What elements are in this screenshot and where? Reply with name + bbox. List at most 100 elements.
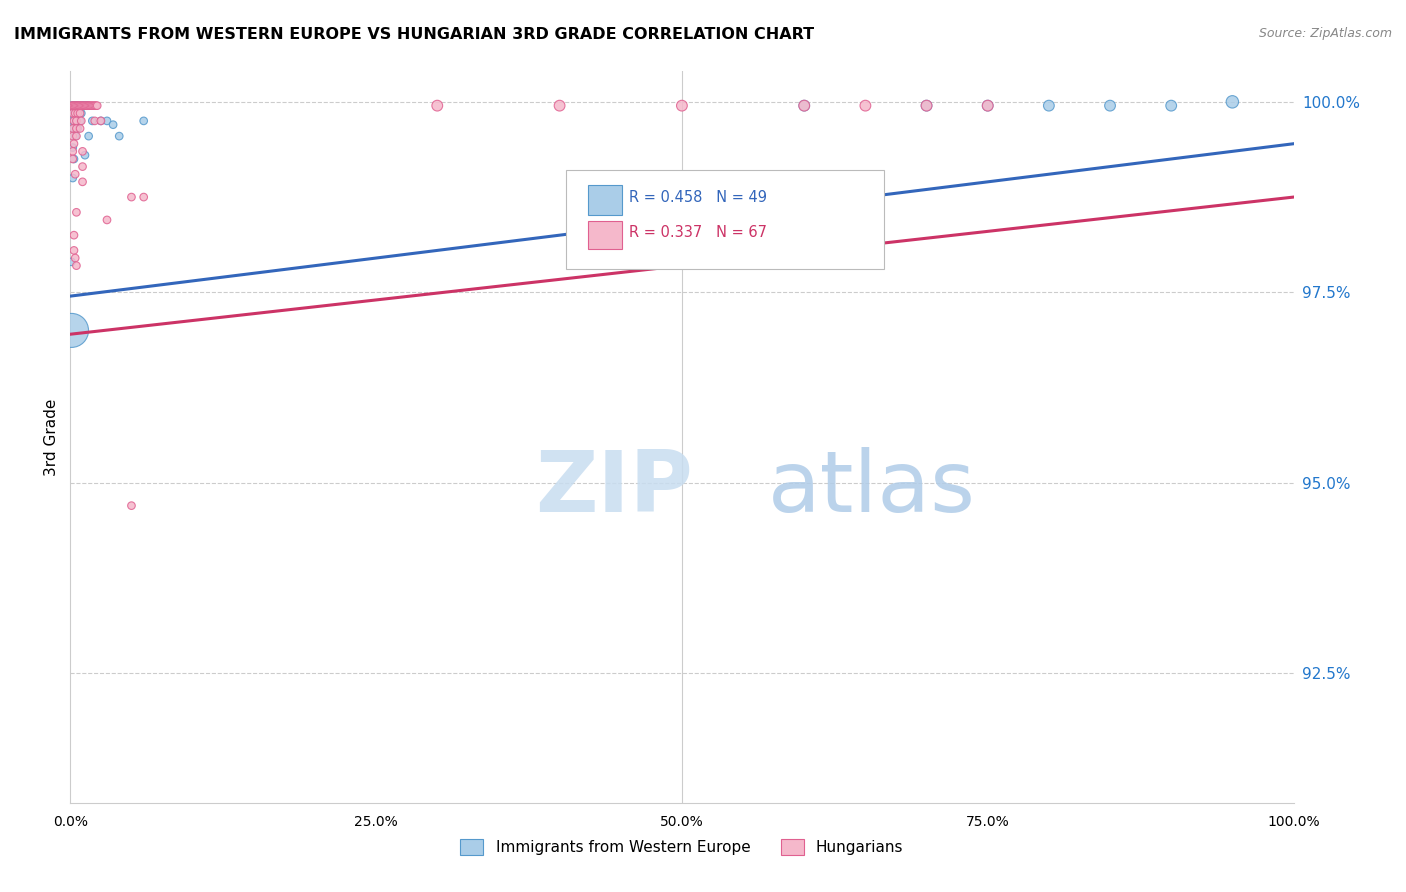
Text: R = 0.458   N = 49: R = 0.458 N = 49 [630, 190, 768, 205]
Point [73, 148, 96, 162]
Point [72, 98, 94, 112]
Point [79, 98, 101, 112]
Point [72, 98, 94, 112]
Point [1160, 98, 1182, 112]
Point [83, 98, 105, 112]
Point [63, 114, 86, 128]
Text: R = 0.337   N = 67: R = 0.337 N = 67 [630, 225, 768, 240]
Point [62, 121, 84, 136]
Point [73, 98, 96, 112]
Point [69, 98, 91, 112]
Point [80, 98, 103, 112]
Point [62, 140, 84, 154]
Point [66, 98, 89, 112]
Point [70, 114, 93, 128]
Point [63, 106, 86, 120]
Point [65, 114, 87, 128]
Point [63, 152, 86, 166]
Point [855, 98, 877, 112]
Point [63, 251, 86, 265]
Point [72, 160, 94, 174]
Point [75, 98, 97, 112]
Point [86, 98, 108, 112]
Point [63, 167, 86, 181]
Point [76, 98, 98, 112]
Point [976, 98, 998, 112]
Point [75, 98, 97, 112]
Point [67, 106, 90, 120]
Point [62, 98, 84, 112]
Point [121, 499, 143, 513]
Point [915, 98, 938, 112]
Point [66, 106, 89, 120]
Point [73, 98, 96, 112]
Point [63, 98, 86, 112]
Point [915, 98, 938, 112]
Text: atlas: atlas [768, 447, 976, 530]
Point [66, 98, 89, 112]
Point [84, 98, 107, 112]
Point [69, 106, 91, 120]
Point [62, 106, 84, 120]
Point [60, 255, 83, 269]
Point [63, 98, 86, 112]
Point [976, 98, 998, 112]
Point [793, 98, 815, 112]
Y-axis label: 3rd Grade: 3rd Grade [44, 399, 59, 475]
Text: Source: ZipAtlas.com: Source: ZipAtlas.com [1258, 27, 1392, 40]
Point [77, 98, 100, 112]
Point [548, 98, 571, 112]
Point [76, 98, 98, 112]
Point [73, 98, 96, 112]
Point [121, 190, 143, 204]
Point [72, 175, 94, 189]
Point [90, 114, 112, 128]
Point [83, 98, 105, 112]
Point [62, 129, 84, 144]
Point [62, 171, 84, 186]
Point [426, 98, 449, 112]
Point [793, 98, 815, 112]
Point [65, 121, 87, 136]
Point [69, 98, 91, 112]
Point [65, 106, 87, 120]
Point [65, 205, 87, 219]
FancyBboxPatch shape [565, 170, 884, 268]
Point [67, 98, 90, 112]
Point [63, 121, 86, 136]
Point [62, 152, 84, 166]
Point [70, 106, 93, 120]
Point [60, 98, 83, 112]
Point [63, 228, 86, 243]
Point [63, 129, 86, 144]
Point [1220, 95, 1243, 109]
Point [1038, 98, 1060, 112]
Point [132, 114, 155, 128]
Point [70, 98, 93, 112]
Point [65, 98, 87, 112]
Point [82, 114, 104, 128]
Point [101, 118, 124, 132]
Point [72, 145, 94, 159]
Point [96, 213, 118, 227]
Point [62, 114, 84, 128]
Point [63, 106, 86, 120]
Point [63, 98, 86, 112]
Point [63, 136, 86, 151]
FancyBboxPatch shape [588, 221, 621, 249]
Point [83, 114, 105, 128]
Point [77, 98, 100, 112]
Point [65, 259, 87, 273]
Point [65, 114, 87, 128]
Point [132, 190, 155, 204]
Point [70, 98, 93, 112]
Point [82, 98, 104, 112]
Legend: Immigrants from Western Europe, Hungarians: Immigrants from Western Europe, Hungaria… [454, 833, 910, 861]
Point [62, 98, 84, 112]
Point [63, 98, 86, 112]
Point [62, 145, 84, 159]
Point [67, 98, 90, 112]
Point [63, 244, 86, 258]
Point [69, 121, 91, 136]
Point [65, 98, 87, 112]
